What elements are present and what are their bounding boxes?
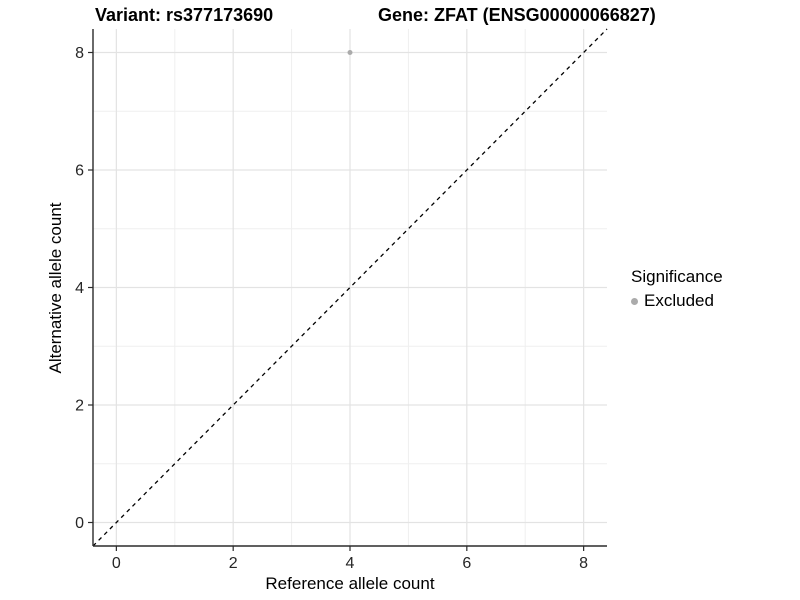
x-tick-label: 8 — [579, 555, 588, 572]
x-tick-label: 6 — [462, 555, 471, 572]
y-tick-label: 2 — [75, 398, 84, 415]
legend-item-label: Excluded — [644, 291, 714, 310]
excluded-point-icon — [631, 297, 638, 305]
x-tick-label: 4 — [346, 555, 355, 572]
legend-item-excluded: Excluded — [631, 291, 723, 311]
data-point-excluded — [347, 50, 353, 55]
y-tick-label: 8 — [75, 45, 84, 62]
y-tick-label: 6 — [75, 163, 84, 180]
y-axis-title: Alternative allele count — [46, 202, 65, 374]
y-tick-label: 4 — [75, 280, 84, 297]
x-tick-label: 2 — [229, 555, 238, 572]
legend: Significance Excluded — [631, 266, 723, 311]
plot-title-gene: Gene: ZFAT (ENSG00000066827) — [378, 5, 656, 25]
legend-title: Significance — [631, 267, 723, 286]
x-tick-label: 0 — [112, 555, 121, 572]
identity-line — [92, 28, 608, 547]
x-axis-title: Reference allele count — [265, 574, 435, 593]
y-tick-label: 0 — [75, 515, 84, 532]
plot-title-variant: Variant: rs377173690 — [95, 5, 274, 25]
